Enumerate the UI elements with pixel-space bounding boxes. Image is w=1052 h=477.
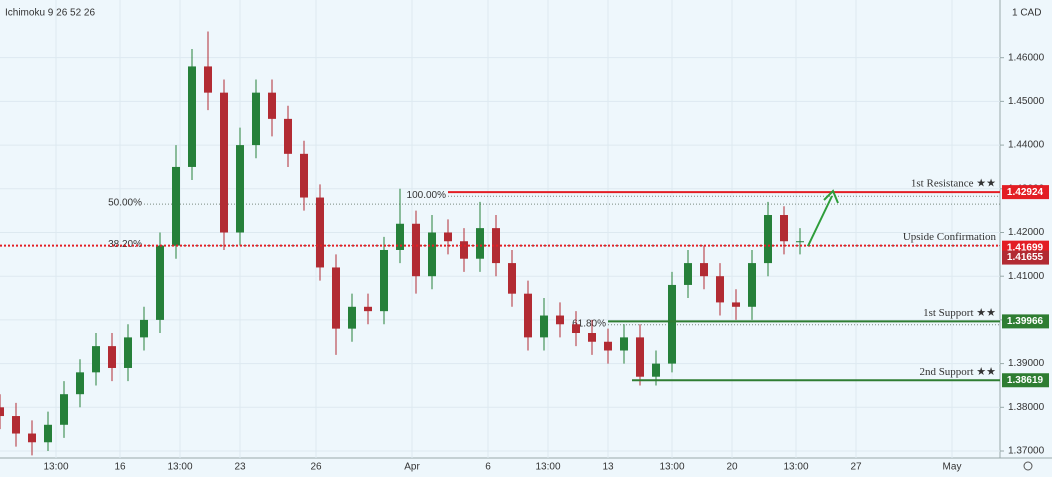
level-box-label: 1.41699	[1007, 242, 1044, 253]
candle-body	[124, 337, 132, 368]
y-tick-label: 1.45000	[1008, 96, 1045, 107]
candle-body	[716, 276, 724, 303]
candle-body	[108, 346, 116, 368]
candle-body	[268, 92, 276, 119]
level-box-label: 1.38619	[1007, 375, 1044, 386]
last-price-box-label: 1.41655	[1007, 252, 1044, 263]
x-tick-label: May	[943, 462, 962, 473]
x-tick-label: 13:00	[167, 462, 192, 473]
x-tick-label: 13:00	[783, 462, 808, 473]
candle-body	[172, 166, 180, 246]
candle-body	[188, 66, 196, 167]
x-tick-label: 23	[234, 462, 246, 473]
y-tick-label: 1.42000	[1008, 227, 1045, 238]
candle-body	[412, 223, 420, 277]
candle-body	[732, 302, 740, 307]
candle-body	[604, 341, 612, 351]
x-tick-label: 20	[726, 462, 738, 473]
x-tick-label: 26	[310, 462, 322, 473]
x-tick-label: 16	[114, 462, 126, 473]
y-tick-label: 1.44000	[1008, 140, 1045, 151]
last-price-box	[1002, 250, 1049, 265]
candle-body	[636, 337, 644, 377]
projection-arrow	[807, 195, 833, 247]
y-tick-label: 1.38000	[1008, 402, 1045, 413]
candle-body	[620, 337, 628, 351]
candle-body	[460, 241, 468, 259]
candle-body	[380, 249, 388, 312]
candle-body	[780, 215, 788, 242]
candle-body	[236, 145, 244, 233]
candle-body	[332, 267, 340, 329]
candle-body	[44, 424, 52, 443]
candle-body	[92, 346, 100, 373]
candle-body	[476, 228, 484, 259]
candle-body	[156, 245, 164, 320]
candle-body	[540, 315, 548, 338]
candle-body	[524, 293, 532, 338]
candle-body	[764, 215, 772, 264]
level-label: 1st Support ★★	[923, 307, 996, 319]
y-tick-label: 1.37000	[1008, 446, 1045, 457]
y-tick-label: 1.46000	[1008, 52, 1045, 63]
fib-label: 100.00%	[407, 190, 447, 201]
plot: 50.00%38.20%100.00%61.80%1st Resistance …	[0, 0, 1000, 458]
fib-label: 50.00%	[108, 198, 142, 209]
candle-body	[204, 66, 212, 93]
indicator-label: Ichimoku 9 26 52 26	[5, 8, 95, 19]
candle-body	[700, 263, 708, 277]
x-tick-label: 13:00	[535, 462, 560, 473]
x-tick-label: 13	[602, 462, 614, 473]
candle-body	[348, 306, 356, 329]
arrow-head	[823, 189, 839, 204]
y-tick-label: 1.39000	[1008, 358, 1045, 369]
candle-body	[28, 433, 36, 443]
candle-body	[76, 372, 84, 395]
candle-body	[316, 197, 324, 268]
level-label: 2nd Support ★★	[919, 366, 996, 378]
candle-body	[588, 333, 596, 342]
candle-body	[300, 153, 308, 198]
candle-body	[396, 223, 404, 250]
x-tick-label: 13:00	[659, 462, 684, 473]
candle-body	[796, 241, 804, 243]
candle-body	[652, 363, 660, 377]
candle-body	[508, 263, 516, 294]
candle-body	[60, 394, 68, 425]
y-tick-label: 1.41000	[1008, 271, 1045, 282]
candle-body	[140, 319, 148, 338]
level-label: 1st Resistance ★★	[911, 178, 996, 190]
candle-body	[0, 407, 4, 417]
level-box	[1002, 373, 1049, 388]
level-box	[1002, 314, 1049, 329]
settings-icon[interactable]	[1023, 461, 1033, 471]
level-box	[1002, 185, 1049, 200]
x-tick-label: 6	[485, 462, 491, 473]
candle-body	[444, 232, 452, 242]
candle-body	[428, 232, 436, 277]
level-label: Upside Confirmation	[903, 231, 997, 243]
candle-body	[572, 324, 580, 334]
fib-label: 61.80%	[572, 318, 606, 329]
x-tick-label: Apr	[404, 462, 420, 473]
candle-body	[252, 92, 260, 146]
candle-body	[220, 92, 228, 233]
candle-body	[12, 416, 20, 434]
candle-body	[364, 306, 372, 312]
x-tick-label: 27	[850, 462, 862, 473]
level-box-label: 1.39966	[1007, 316, 1044, 327]
level-box-label: 1.42924	[1007, 187, 1044, 198]
candle-body	[556, 315, 564, 325]
candle-body	[284, 118, 292, 154]
candle-body	[748, 263, 756, 307]
currency-label: 1 CAD	[1012, 8, 1041, 19]
x-tick-label: 13:00	[43, 462, 68, 473]
candle-body	[668, 284, 676, 364]
candle-body	[684, 263, 692, 285]
